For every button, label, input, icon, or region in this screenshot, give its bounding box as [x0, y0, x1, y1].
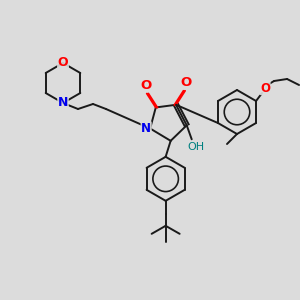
Text: O: O: [58, 56, 68, 70]
Text: O: O: [260, 82, 270, 94]
Text: N: N: [141, 122, 151, 135]
Text: O: O: [180, 76, 192, 89]
Text: OH: OH: [187, 142, 204, 152]
Text: O: O: [140, 79, 152, 92]
Text: N: N: [58, 97, 68, 110]
